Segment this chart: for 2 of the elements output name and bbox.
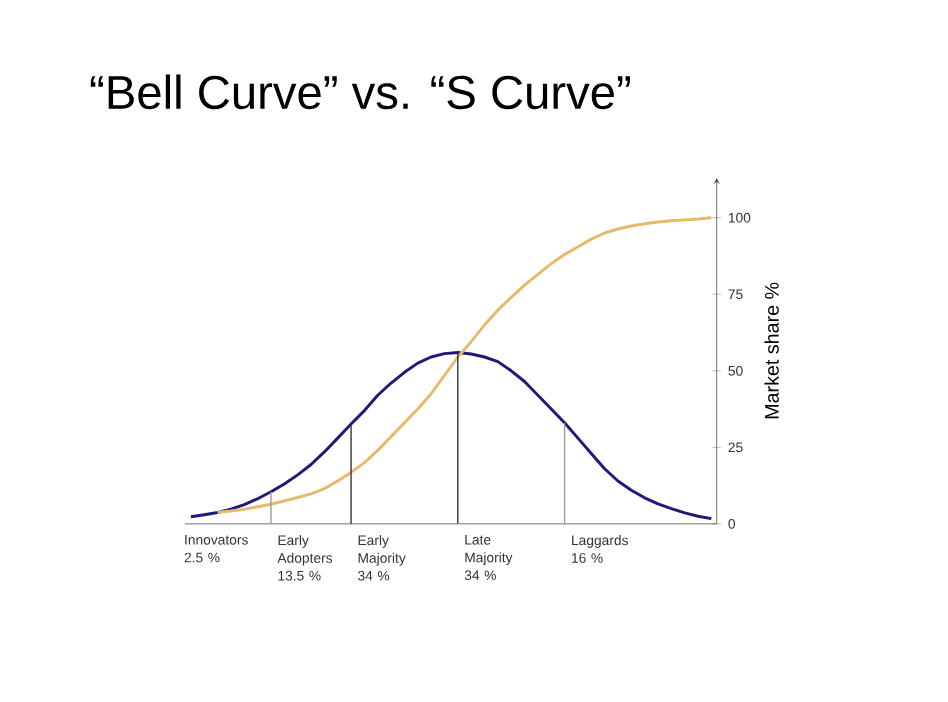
- chart-title: “Bell Curve” vs. “S Curve”: [90, 74, 631, 110]
- y-axis-title: Market share %: [764, 282, 779, 419]
